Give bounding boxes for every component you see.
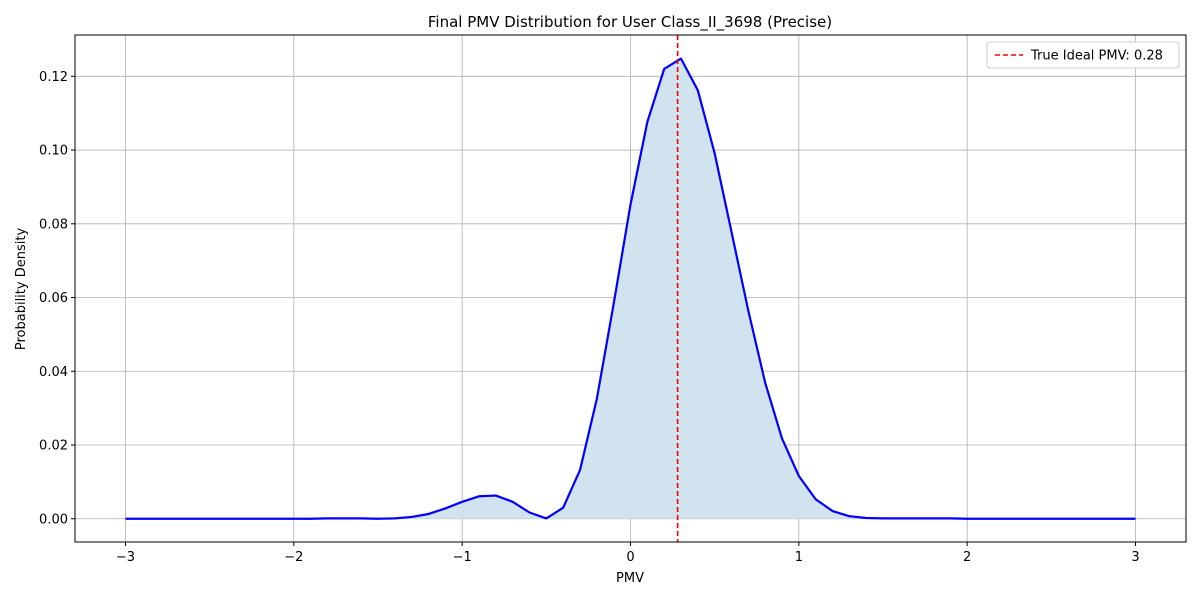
y-axis: 0.00 0.02 0.04 0.06 0.08 0.10 0.12 (39, 70, 75, 527)
x-tick-label: 1 (795, 550, 803, 565)
x-tick-label: −1 (453, 550, 472, 565)
x-tick-label: 0 (626, 550, 634, 565)
y-tick-label: 0.12 (39, 70, 68, 85)
legend-reference-line-label: True Ideal PMV: 0.28 (1030, 49, 1163, 64)
y-tick-label: 0.04 (39, 365, 68, 380)
density-fill-area (125, 58, 1136, 519)
y-tick-label: 0.02 (39, 439, 68, 454)
plot-area (75, 35, 1186, 542)
chart-title: Final PMV Distribution for User Class_II… (428, 13, 832, 32)
legend: True Ideal PMV: 0.28 (986, 41, 1180, 69)
y-tick-label: 0.00 (39, 512, 68, 527)
legend-box (986, 41, 1180, 69)
y-axis-label: Probability Density (14, 228, 29, 351)
x-tick-label: −2 (284, 550, 303, 565)
x-tick-label: 2 (963, 550, 971, 565)
x-tick-label: −3 (116, 550, 135, 565)
y-tick-label: 0.08 (39, 217, 68, 232)
x-tick-label: 3 (1131, 550, 1139, 565)
y-tick-label: 0.10 (39, 144, 68, 159)
y-tick-label: 0.06 (39, 291, 68, 306)
x-axis-label: PMV (616, 571, 644, 586)
x-axis: −3 −2 −1 0 1 2 3 (116, 542, 1140, 565)
density-line (125, 57, 1136, 520)
